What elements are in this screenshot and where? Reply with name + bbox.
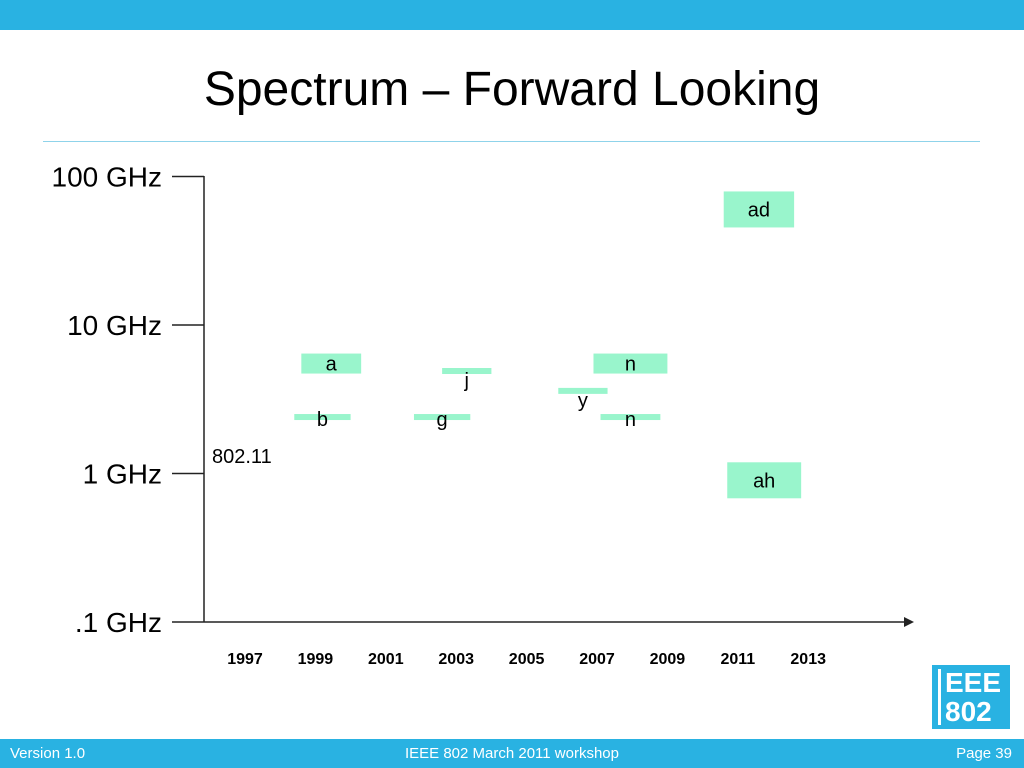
x-tick-label: 1997: [227, 651, 263, 668]
bar-g: [413, 414, 471, 421]
logo-text: EEE 802: [945, 668, 1007, 726]
bar-j: [442, 368, 492, 375]
y-tick-label: 100 GHz: [52, 162, 163, 193]
bar-label-g: g: [437, 409, 448, 431]
footer-event: IEEE 802 March 2011 workshop: [404, 745, 619, 762]
bar-label-n: n: [625, 409, 636, 431]
y-tick-label: 1 GHz: [83, 459, 162, 490]
ieee-802-logo: EEE 802: [932, 665, 1010, 729]
logo-line-1: EEE: [945, 667, 1002, 698]
series-label: 802.11: [212, 446, 272, 468]
y-axis-ticks: 100 GHz 10 GHz 1 GHz .1 GHz: [52, 162, 204, 638]
y-tick-label: 10 GHz: [67, 310, 162, 341]
bar-ad: [723, 191, 795, 228]
x-tick-label: 2005: [509, 651, 545, 668]
bar-label-b: b: [317, 409, 328, 431]
chart-bars: b a jg y n n ad ah: [294, 191, 802, 499]
x-tick-label: 2003: [438, 651, 474, 668]
footer-version: Version 1.0: [10, 745, 86, 762]
x-tick-label: 2009: [650, 651, 686, 668]
top-bar: [0, 0, 1024, 30]
bar-label-y: y: [578, 390, 588, 412]
x-tick-label: 2013: [790, 651, 826, 668]
footer-page: Page 39: [956, 745, 1012, 762]
x-tick-label: 1999: [298, 651, 334, 668]
bar-label-ad: ad: [748, 199, 770, 221]
bar-label-a: a: [326, 354, 338, 376]
title-divider: [43, 141, 980, 142]
logo-line-2: 802: [945, 696, 992, 727]
chart-axes: [203, 176, 914, 627]
x-axis-arrow-icon: [904, 617, 914, 627]
bar-b: [294, 414, 351, 421]
x-axis-ticks: 1997 1999 2001 2003 2005 2007 2009 2011 2013: [227, 651, 826, 668]
x-tick-label: 2007: [579, 651, 615, 668]
bar-n: [600, 414, 661, 421]
bar-y: [558, 387, 608, 394]
bar-a: [301, 353, 362, 374]
bar-label-n: n: [625, 354, 636, 376]
bar-label-ah: ah: [753, 470, 775, 492]
logo-bar: [938, 669, 941, 725]
bar-n: [593, 353, 668, 374]
slide-title: Spectrum – Forward Looking: [203, 63, 821, 116]
y-tick-label: .1 GHz: [75, 607, 162, 638]
x-tick-label: 2011: [720, 651, 755, 668]
x-tick-label: 2001: [368, 651, 404, 668]
footer-bar: Version 1.0 IEEE 802 March 2011 workshop…: [0, 739, 1024, 768]
bar-ah: [727, 462, 802, 499]
bar-label-j: j: [464, 370, 469, 392]
